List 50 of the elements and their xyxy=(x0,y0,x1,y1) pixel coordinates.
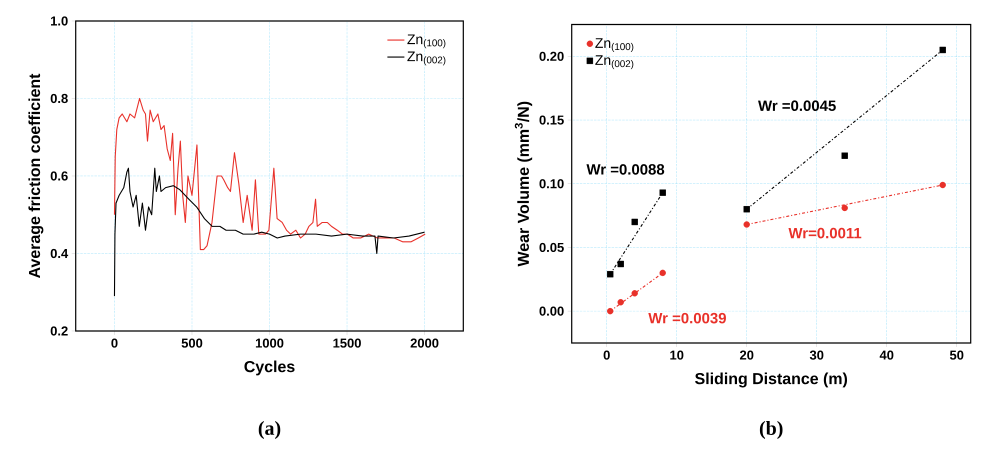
point xyxy=(632,218,638,226)
y-tick-label: 0.6 xyxy=(50,171,68,181)
annotation: Wr =0.0088 xyxy=(586,164,664,175)
annotation: Wr =0.0039 xyxy=(648,312,726,324)
y-tick-label: 0.8 xyxy=(50,94,68,104)
point xyxy=(607,270,614,278)
point xyxy=(607,308,614,314)
x-tick-label: 0 xyxy=(604,350,610,360)
point xyxy=(618,260,624,268)
y-tick-label: 0.00 xyxy=(540,306,564,316)
annotation: Wr =0.0045 xyxy=(758,100,836,111)
point xyxy=(940,46,946,54)
legend-label: Zn$_{(002)}$ xyxy=(407,52,446,66)
x-tick-label: 1000 xyxy=(256,338,284,348)
point xyxy=(660,270,666,276)
y-tick-label: 1.0 xyxy=(51,16,68,26)
point xyxy=(940,182,946,188)
x-tick-label: 40 xyxy=(880,350,894,360)
point xyxy=(744,206,750,212)
point xyxy=(618,299,624,306)
y-axis-title: Average friction coefficient xyxy=(28,74,44,278)
text: (a) xyxy=(258,420,280,440)
x-tick-label: 0 xyxy=(111,338,118,348)
text: (b) xyxy=(760,420,783,440)
y-tick-label: 0.2 xyxy=(50,326,68,336)
point xyxy=(842,204,848,212)
y-axis-title: Wear Volume (mm$^{3}$/N) xyxy=(514,102,532,266)
y-tick-label: 0.10 xyxy=(540,179,564,188)
y-tick-label: 0.4 xyxy=(50,248,68,258)
legend-label: Zn$_{(100)}$ xyxy=(407,34,446,48)
point xyxy=(842,152,848,159)
y-tick-label: 0.05 xyxy=(540,242,564,252)
x-tick-label: 2000 xyxy=(410,338,438,348)
line-series xyxy=(114,168,426,297)
x-tick-label: 20 xyxy=(740,350,754,360)
y-tick-label: 0.15 xyxy=(540,115,564,125)
x-axis-title: Cycles xyxy=(244,360,295,376)
y-tick-label: 0.20 xyxy=(540,52,564,61)
x-tick-label: 1500 xyxy=(333,338,361,348)
x-tick-label: 500 xyxy=(182,338,202,348)
x-tick-label: 30 xyxy=(810,350,824,360)
x-axis-title: Sliding Distance (m) xyxy=(695,372,848,388)
point xyxy=(632,290,638,296)
annotation: Wr=0.0011 xyxy=(788,228,862,238)
legend-label: Zn$_{(002)}$ xyxy=(595,55,634,70)
point xyxy=(660,189,666,196)
x-tick-label: 50 xyxy=(950,350,964,360)
legend-label: Zn$_{(100)}$ xyxy=(595,38,634,52)
x-tick-label: 10 xyxy=(670,350,684,360)
point xyxy=(744,221,750,228)
